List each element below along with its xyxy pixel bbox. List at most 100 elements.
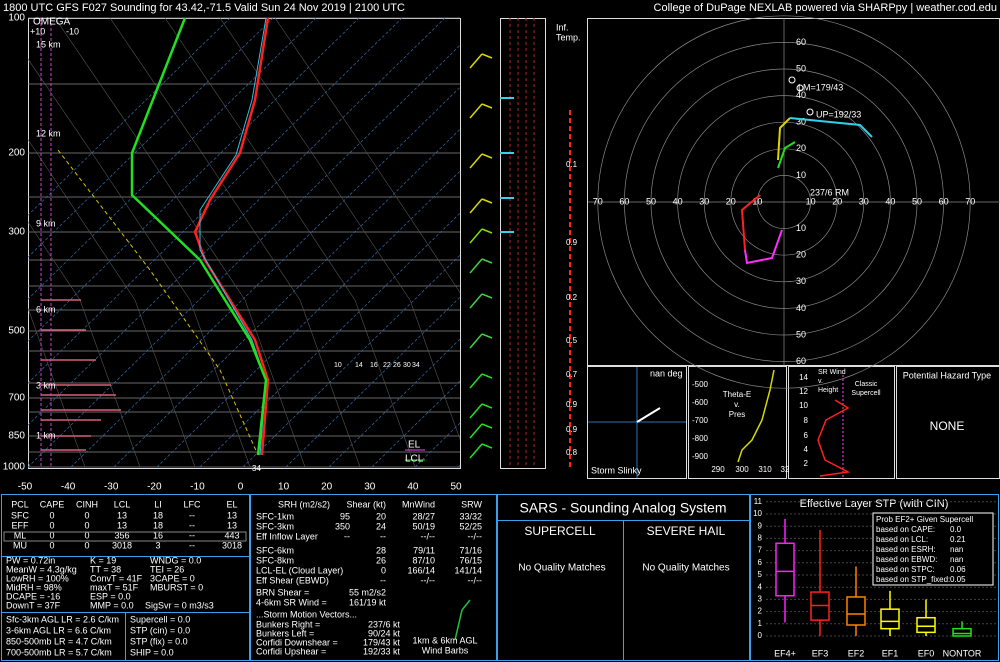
kinematic-cell: -- bbox=[380, 531, 386, 541]
el-label: EL bbox=[408, 440, 421, 451]
thermo-index: ESP = 0.0 bbox=[90, 591, 131, 601]
hodo-label: 10 bbox=[752, 196, 762, 206]
barb-sample bbox=[454, 599, 471, 641]
prob-label: based on STPC: bbox=[876, 565, 935, 574]
kinematic-cell: 28 bbox=[376, 545, 386, 555]
srwind-title: Height bbox=[818, 387, 838, 394]
stp-box bbox=[952, 627, 972, 637]
inflow-value: 0.5 bbox=[566, 336, 578, 345]
thermo-frame bbox=[1, 494, 250, 661]
lapse-rate: 850-500mb LR = 4.7 C/km bbox=[6, 636, 112, 646]
temperature-label: -20 bbox=[147, 482, 162, 493]
kinematic-label: SFC-3km bbox=[256, 521, 294, 531]
composite-index: Supercell = 0.0 bbox=[130, 614, 190, 624]
kinematic-cell: 141/14 bbox=[454, 565, 482, 575]
isotherm bbox=[285, 296, 460, 468]
thetae-label: -900 bbox=[692, 452, 709, 461]
header-credit: College of DuPage NEXLAB powered via SHA… bbox=[654, 2, 997, 14]
dry-adiabat bbox=[54, 18, 306, 468]
temperature-label: 0 bbox=[238, 482, 244, 493]
thetae-profile bbox=[737, 369, 775, 463]
inflow-value: 0.2 bbox=[566, 293, 578, 302]
composite-index: STP (cin) = 0.0 bbox=[130, 625, 190, 635]
wind-barb bbox=[469, 373, 483, 389]
inflow-value: 0.9 bbox=[566, 425, 578, 434]
srwind-title: v. bbox=[818, 378, 823, 385]
thermo-cell: ML bbox=[14, 530, 27, 540]
thermo-index: LowRH = 100% bbox=[6, 573, 69, 583]
mixing-ratio-label: 26 bbox=[393, 362, 401, 369]
thermo-cell: -- bbox=[189, 530, 195, 540]
thetae-label: 32 bbox=[781, 465, 790, 474]
hodo-label: 60 bbox=[796, 37, 806, 47]
hodo-label: 10 bbox=[806, 196, 816, 206]
hodo-label: 40 bbox=[796, 90, 806, 100]
prob-value: 0.06 bbox=[950, 565, 966, 574]
isotherm bbox=[28, 18, 403, 384]
stp-x-label: EF2 bbox=[848, 648, 865, 658]
kinematic-label: Eff Shear (EBWD) bbox=[256, 575, 329, 585]
kinematic-label: SFC-6km bbox=[256, 545, 294, 555]
wind-barb bbox=[481, 258, 493, 264]
dewpoint-profile bbox=[130, 17, 268, 456]
hodo-marker bbox=[788, 76, 796, 84]
stp-x-label: NONTOR bbox=[943, 648, 982, 658]
thermo-cell: 0 bbox=[49, 540, 54, 550]
hodo-label: 60 bbox=[619, 196, 629, 206]
srwind-label: 2 bbox=[804, 459, 809, 468]
kinematic-cell: 20 bbox=[376, 511, 386, 521]
omega-title: OMEGA bbox=[33, 17, 71, 28]
hodo-trace bbox=[740, 194, 761, 251]
thermo-cell: 0 bbox=[49, 520, 54, 530]
srwind-profile bbox=[817, 399, 851, 477]
prob-value: 0.21 bbox=[950, 535, 966, 544]
thermo-cell: 0 bbox=[84, 520, 89, 530]
stp-y-label: 1 bbox=[758, 619, 763, 628]
sars-heading: SUPERCELL bbox=[524, 524, 596, 538]
hazard-title: Potential Hazard Type bbox=[903, 370, 991, 380]
wind-barb bbox=[469, 333, 483, 349]
wind-barb bbox=[481, 293, 493, 299]
wind-barb bbox=[469, 153, 483, 169]
height-label: 9 km bbox=[36, 218, 56, 228]
isotherm bbox=[371, 380, 460, 468]
inflow-title: Temp. bbox=[556, 32, 581, 42]
slinky-title: Storm Slinky bbox=[591, 465, 642, 475]
motion-label: Corfidi Downshear = bbox=[256, 637, 338, 647]
hodo-trace bbox=[777, 141, 796, 169]
stp-y-label: 2 bbox=[758, 607, 763, 616]
hodo-label: 10 bbox=[796, 170, 806, 180]
inflow-value: 0.1 bbox=[566, 160, 578, 169]
isotherm bbox=[156, 170, 460, 468]
height-label: 12 km bbox=[36, 128, 61, 138]
sars-title: SARS - Sounding Analog System bbox=[519, 500, 726, 516]
inflow-value: 0.8 bbox=[566, 448, 578, 457]
inflow-value: 0.9 bbox=[566, 400, 578, 409]
hodo-label: 40 bbox=[796, 303, 806, 313]
kinematic-label: SFC-8km bbox=[256, 555, 294, 565]
height-label: 3 km bbox=[36, 380, 56, 390]
thermo-header: CINH bbox=[76, 499, 98, 509]
isotherm bbox=[70, 86, 460, 468]
kinematic-cell: --/-- bbox=[421, 575, 436, 585]
stp-x-label: EF4+ bbox=[774, 648, 796, 658]
slinky-vector bbox=[636, 407, 661, 423]
stp-y-label: 7 bbox=[758, 546, 763, 555]
motion-value: 90/24 kt bbox=[368, 628, 401, 638]
mixing-ratio-label: 30 bbox=[403, 362, 411, 369]
slinky-frame bbox=[587, 366, 687, 479]
wind-barb bbox=[469, 53, 483, 69]
thetae-frame bbox=[688, 366, 787, 479]
prob-label: based on LCL: bbox=[876, 535, 928, 544]
stp-x-label: EF0 bbox=[918, 648, 935, 658]
thetae-title: Theta-E bbox=[723, 390, 751, 399]
wind-barb bbox=[481, 198, 493, 204]
hodo-frame bbox=[587, 18, 1000, 366]
dry-adiabat bbox=[28, 221, 141, 468]
thermo-header: LCL bbox=[114, 499, 131, 509]
thermo-index: DCAPE = -16 bbox=[6, 591, 60, 601]
wind-barb bbox=[481, 228, 493, 234]
thermo-index: MeanW = 4.3g/kg bbox=[6, 564, 77, 574]
mixing-ratio-label: 10 bbox=[334, 362, 342, 369]
